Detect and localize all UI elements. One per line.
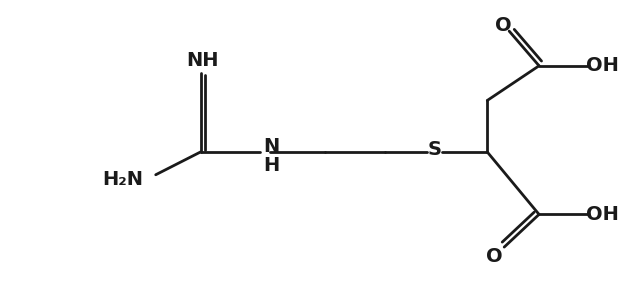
Text: OH: OH	[586, 56, 620, 75]
Text: H₂N: H₂N	[102, 170, 143, 189]
Text: N: N	[263, 137, 279, 155]
Text: H: H	[263, 156, 279, 175]
Text: OH: OH	[586, 205, 620, 224]
Text: O: O	[495, 16, 511, 35]
Text: S: S	[428, 141, 442, 159]
Text: O: O	[486, 248, 502, 266]
Text: NH: NH	[186, 51, 219, 70]
